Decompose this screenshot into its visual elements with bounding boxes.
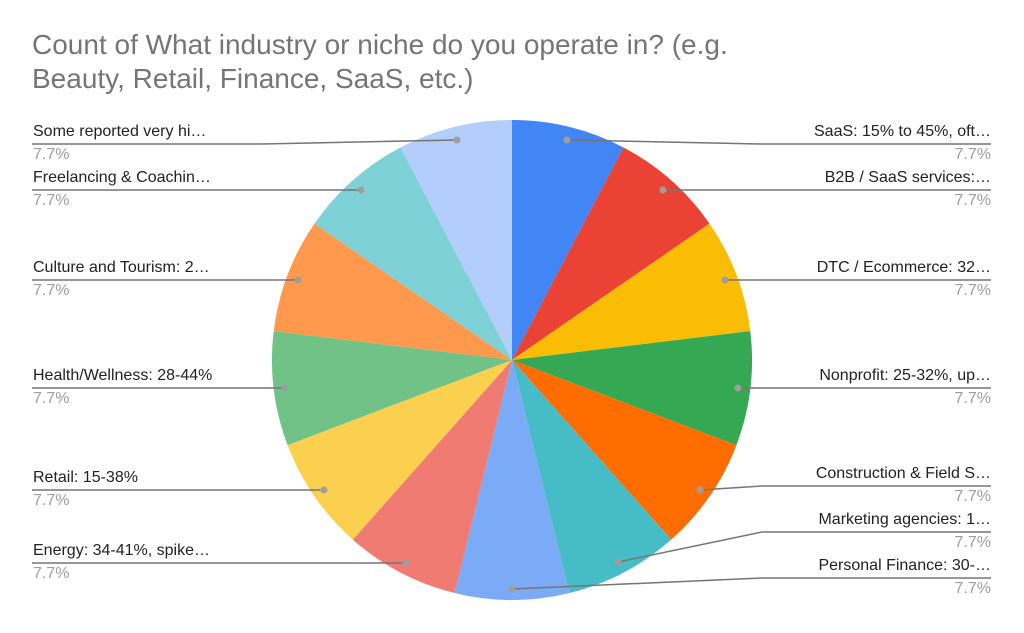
slice-percent: 7.7% xyxy=(33,565,70,582)
pie-slice[interactable] xyxy=(454,360,570,601)
pie-slice[interactable] xyxy=(512,223,751,360)
slice-percent: 7.7% xyxy=(954,488,991,505)
leader-dot xyxy=(734,384,742,392)
slice-label: Freelancing & Coachin… xyxy=(33,169,211,186)
leader-dot xyxy=(320,486,328,494)
leader-dot xyxy=(281,384,289,392)
leader-lines xyxy=(32,136,991,593)
pie-slice[interactable] xyxy=(512,120,624,360)
pie-slice[interactable] xyxy=(512,360,737,540)
slice-label: Health/Wellness: 28-44% xyxy=(33,367,213,384)
chart-title: Count of What industry or niche do you o… xyxy=(32,28,732,96)
pie-slice[interactable] xyxy=(287,360,512,540)
leader-dot xyxy=(508,585,516,593)
pie-slice[interactable] xyxy=(273,223,512,360)
slice-label: SaaS: 15% to 45%, oft… xyxy=(814,123,991,140)
leader-dot xyxy=(696,486,704,494)
pie-slice[interactable] xyxy=(272,331,512,446)
slice-label: DTC / Ecommerce: 32… xyxy=(816,259,991,276)
chart-title-line-1: Count of What industry or niche do you o… xyxy=(32,29,728,60)
pie-slice[interactable] xyxy=(400,120,512,360)
slice-percent: 7.7% xyxy=(33,492,70,509)
slice-percent: 7.7% xyxy=(954,390,991,407)
leader-line xyxy=(617,531,991,563)
pie-slice[interactable] xyxy=(352,360,512,594)
slice-percent: 7.7% xyxy=(33,146,70,163)
slice-label: Retail: 15-38% xyxy=(33,469,138,486)
leader-dot xyxy=(402,559,410,567)
pie-slices xyxy=(272,120,752,601)
pie-slice[interactable] xyxy=(512,360,672,594)
slice-percent: 7.7% xyxy=(954,146,991,163)
slice-percent: 7.7% xyxy=(954,282,991,299)
slice-label: Culture and Tourism: 2… xyxy=(33,259,210,276)
leader-line xyxy=(511,577,991,590)
slice-percent: 7.7% xyxy=(954,192,991,209)
leader-line xyxy=(699,485,991,491)
pie-slice[interactable] xyxy=(314,147,512,360)
slice-label: B2B / SaaS services:… xyxy=(824,169,991,186)
slice-percent: 7.7% xyxy=(33,390,70,407)
slice-label: Personal Finance: 30-… xyxy=(818,557,991,574)
leader-dot xyxy=(659,186,667,194)
slice-percent: 7.7% xyxy=(33,192,70,209)
slice-label: Nonprofit: 25-32%, up… xyxy=(819,367,991,384)
slice-label: Marketing agencies: 1… xyxy=(818,511,991,528)
slice-percent: 7.7% xyxy=(954,580,991,597)
chart-title-line-2: Beauty, Retail, Finance, SaaS, etc.) xyxy=(32,63,474,94)
slice-percent: 7.7% xyxy=(33,282,70,299)
leader-dot xyxy=(614,558,622,566)
leader-line xyxy=(32,139,458,145)
leader-dot xyxy=(453,136,461,144)
pie-slice[interactable] xyxy=(512,147,710,360)
leader-dot xyxy=(721,276,729,284)
pie-slice[interactable] xyxy=(512,331,752,446)
leader-dot xyxy=(294,276,302,284)
slice-label: Energy: 34-41%, spike… xyxy=(33,542,210,559)
leader-dot xyxy=(357,186,365,194)
slice-percent: 7.7% xyxy=(954,534,991,551)
leader-dot xyxy=(563,136,571,144)
slice-label: Some reported very hi… xyxy=(33,123,207,140)
leader-line xyxy=(566,139,991,145)
slice-label: Construction & Field S… xyxy=(815,465,991,482)
